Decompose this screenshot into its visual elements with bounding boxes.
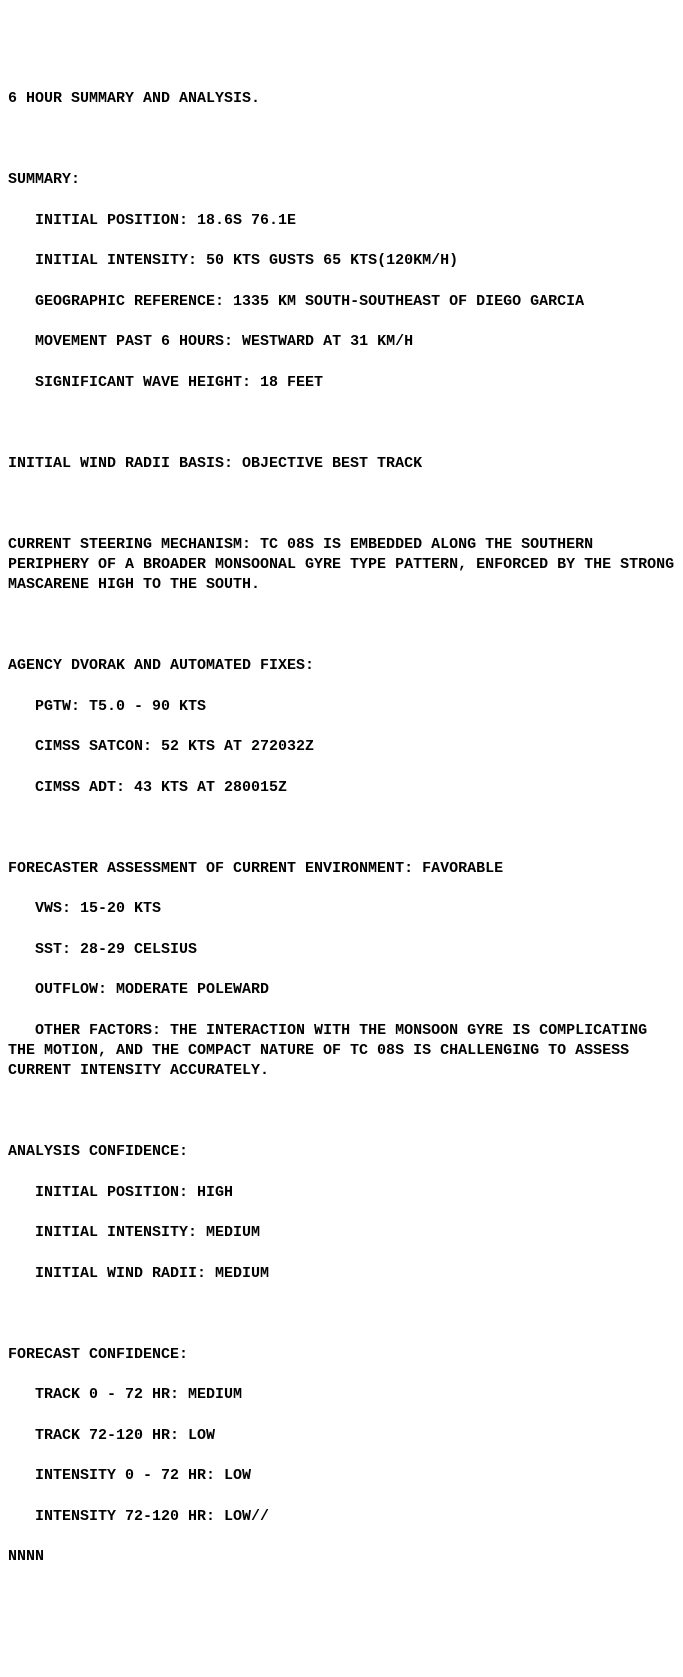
- header-line: 6 HOUR SUMMARY AND ANALYSIS.: [8, 89, 675, 109]
- forecast-conf-track-0-72: TRACK 0 - 72 HR: MEDIUM: [8, 1385, 675, 1405]
- dvorak-label: AGENCY DVORAK AND AUTOMATED FIXES:: [8, 656, 675, 676]
- blank-line: [8, 818, 675, 838]
- dvorak-cimss-adt: CIMSS ADT: 43 KTS AT 280015Z: [8, 778, 675, 798]
- blank-line: [8, 616, 675, 636]
- dvorak-cimss-satcon: CIMSS SATCON: 52 KTS AT 272032Z: [8, 737, 675, 757]
- forecast-conf-intensity-0-72: INTENSITY 0 - 72 HR: LOW: [8, 1466, 675, 1486]
- dvorak-pgtw: PGTW: T5.0 - 90 KTS: [8, 697, 675, 717]
- forecaster-outflow: OUTFLOW: MODERATE POLEWARD: [8, 980, 675, 1000]
- summary-geo-ref: GEOGRAPHIC REFERENCE: 1335 KM SOUTH-SOUT…: [8, 292, 675, 312]
- forecast-conf-intensity-72-120: INTENSITY 72-120 HR: LOW//: [8, 1507, 675, 1527]
- blank-line: [8, 130, 675, 150]
- wind-radii-basis: INITIAL WIND RADII BASIS: OBJECTIVE BEST…: [8, 454, 675, 474]
- terminator: NNNN: [8, 1547, 675, 1567]
- forecaster-vws: VWS: 15-20 KTS: [8, 899, 675, 919]
- forecast-conf-label: FORECAST CONFIDENCE:: [8, 1345, 675, 1365]
- blank-line: [8, 1304, 675, 1324]
- forecaster-other: OTHER FACTORS: THE INTERACTION WITH THE …: [8, 1021, 675, 1082]
- forecaster-sst: SST: 28-29 CELSIUS: [8, 940, 675, 960]
- summary-initial-position: INITIAL POSITION: 18.6S 76.1E: [8, 211, 675, 231]
- blank-line: [8, 1102, 675, 1122]
- summary-label: SUMMARY:: [8, 170, 675, 190]
- analysis-conf-intensity: INITIAL INTENSITY: MEDIUM: [8, 1223, 675, 1243]
- analysis-conf-pos: INITIAL POSITION: HIGH: [8, 1183, 675, 1203]
- analysis-conf-wind-radii: INITIAL WIND RADII: MEDIUM: [8, 1264, 675, 1284]
- blank-line: [8, 413, 675, 433]
- forecaster-label: FORECASTER ASSESSMENT OF CURRENT ENVIRON…: [8, 859, 675, 879]
- analysis-conf-label: ANALYSIS CONFIDENCE:: [8, 1142, 675, 1162]
- summary-initial-intensity: INITIAL INTENSITY: 50 KTS GUSTS 65 KTS(1…: [8, 251, 675, 271]
- blank-line: [8, 494, 675, 514]
- forecast-conf-track-72-120: TRACK 72-120 HR: LOW: [8, 1426, 675, 1446]
- summary-movement: MOVEMENT PAST 6 HOURS: WESTWARD AT 31 KM…: [8, 332, 675, 352]
- steering-mechanism: CURRENT STEERING MECHANISM: TC 08S IS EM…: [8, 535, 675, 596]
- summary-wave-height: SIGNIFICANT WAVE HEIGHT: 18 FEET: [8, 373, 675, 393]
